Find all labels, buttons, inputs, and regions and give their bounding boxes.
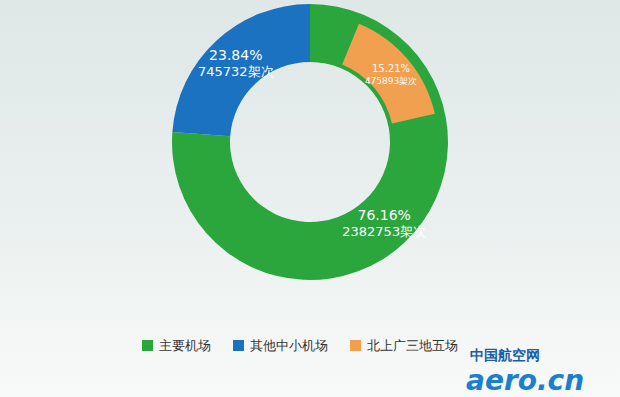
slice — [172, 4, 448, 280]
percent-label: 15.21% — [372, 63, 410, 74]
legend-label: 主要机场 — [159, 338, 211, 353]
chart: 76.16%2382753架次 23.84%745732架次 15.21% 47589… — [0, 0, 620, 397]
watermark-title: 中国航空网 — [470, 347, 540, 363]
percent-label: 76.16% — [358, 207, 411, 223]
legend-swatch — [350, 340, 361, 351]
watermark-site: aero.cn — [466, 364, 584, 397]
legend-swatch — [142, 340, 153, 351]
sub-slice — [342, 24, 435, 124]
slices — [172, 4, 448, 280]
legend-item: 主要机场 — [142, 338, 211, 353]
legend-swatch — [233, 340, 244, 351]
count-label: 475893架次 — [365, 76, 417, 86]
legend-item: 其他中小机场 — [233, 338, 328, 353]
percent-label: 23.84% — [209, 47, 262, 63]
legend-item: 北上广三地五场 — [350, 338, 458, 353]
legend-label: 其他中小机场 — [250, 338, 328, 353]
slice — [172, 4, 310, 136]
count-label: 2382753架次 — [342, 224, 426, 239]
data-labels: 76.16%2382753架次 23.84%745732架次 15.21% 47589… — [198, 47, 426, 239]
donut: 76.16%2382753架次 23.84%745732架次 15.21% 47589… — [172, 4, 448, 280]
count-label: 745732架次 — [198, 64, 274, 79]
legend-label: 北上广三地五场 — [367, 338, 458, 353]
legend: 主要机场 其他中小机场 北上广三地五场 — [142, 338, 458, 353]
watermark: 中国航空网aero.cn — [466, 347, 584, 397]
